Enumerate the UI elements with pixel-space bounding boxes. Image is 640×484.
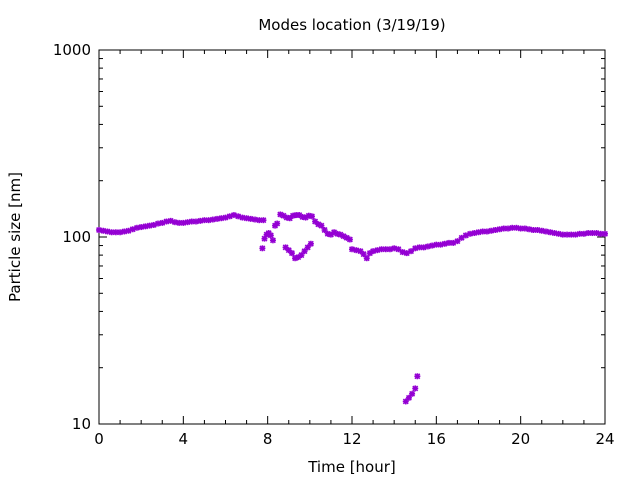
data-point [408,248,415,255]
data-point [412,385,419,392]
data-point [580,230,587,237]
data-point [121,228,128,235]
x-tick-label: 4 [179,430,189,448]
x-tick-label: 8 [263,430,273,448]
x-tick-label: 16 [427,430,446,448]
data-point [205,217,212,224]
data-point [307,240,314,247]
axis-ticks [98,49,606,425]
data-point [259,245,266,252]
data-point [252,216,259,223]
data-points [96,211,608,405]
tick-labels: 0 4 8 12 16 20 24 10 100 1000 [53,41,615,448]
data-point [318,222,325,229]
data-point [146,222,153,229]
data-point [538,227,545,234]
data-point [133,224,140,231]
data-point [458,234,465,241]
y-tick-label: 100 [62,228,91,246]
data-point [96,227,102,234]
x-tick-label: 0 [94,430,104,448]
data-point [269,237,276,244]
data-point [304,244,311,251]
data-point [437,241,444,248]
data-point [274,220,281,227]
data-point [572,231,579,238]
data-point [353,247,360,254]
data-point [298,252,305,259]
data-point [100,227,107,234]
data-point [363,255,370,262]
data-point [395,246,402,253]
y-tick-label: 10 [72,415,91,433]
data-point [414,373,421,380]
chart-title: Modes location (3/19/19) [258,16,445,34]
x-tick-label: 12 [342,430,361,448]
data-point [412,245,419,252]
x-axis-label: Time [hour] [307,458,396,476]
data-point [288,250,295,257]
data-point [285,247,292,254]
data-point [308,213,315,220]
data-point [602,230,608,237]
data-point [260,217,267,224]
x-tick-label: 20 [511,430,530,448]
data-point [138,224,145,231]
data-point [267,232,274,239]
data-point [346,236,353,243]
x-tick-label: 24 [595,430,614,448]
y-tick-label: 1000 [53,41,91,59]
y-axis-label: Particle size [nm] [6,172,24,302]
data-point [409,390,416,397]
